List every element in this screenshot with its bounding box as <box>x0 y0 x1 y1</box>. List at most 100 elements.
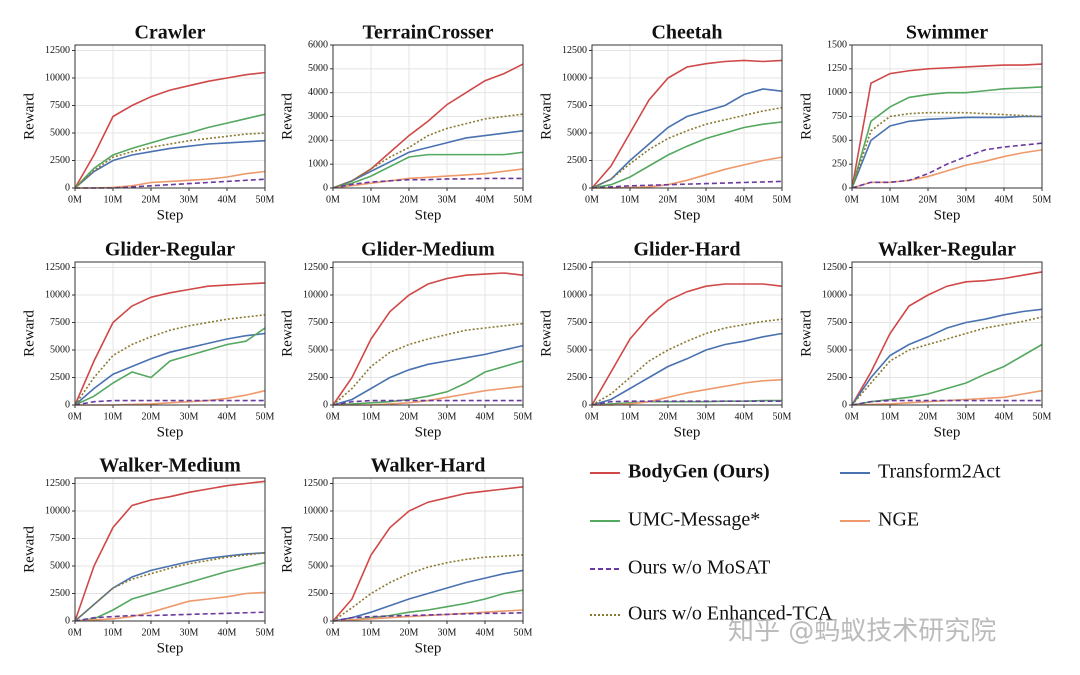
watermark: 知乎 @蚂蚁技术研究院 <box>728 617 996 647</box>
x-tick-label: 40M <box>995 194 1014 205</box>
y-axis-label: Reward <box>538 93 554 140</box>
y-tick-label: 12500 <box>562 262 587 273</box>
x-tick-label: 0M <box>68 411 82 422</box>
x-axis-label: Step <box>674 207 701 223</box>
y-tick-label: 0 <box>65 182 70 193</box>
y-tick-label: 12500 <box>303 478 328 489</box>
y-tick-label: 1000 <box>827 87 847 98</box>
y-tick-label: 10000 <box>303 289 328 300</box>
y-tick-label: 12500 <box>822 262 847 273</box>
y-tick-label: 12500 <box>45 45 70 56</box>
x-tick-label: 10M <box>104 411 123 422</box>
series-line <box>851 111 1043 189</box>
legend-label: NGE <box>878 509 919 531</box>
series-line <box>591 59 783 189</box>
series-line <box>851 63 1043 189</box>
chart-title: TerrainCrosser <box>362 22 493 44</box>
series-line <box>851 389 1043 406</box>
y-tick-label: 5000 <box>567 127 587 138</box>
y-tick-label: 3000 <box>308 111 328 122</box>
series-line <box>332 63 524 189</box>
series-line <box>591 180 783 189</box>
x-tick-label: 50M <box>1033 194 1052 205</box>
y-tick-label: 2500 <box>567 155 587 166</box>
x-tick-label: 0M <box>585 194 599 205</box>
y-tick-label: 6000 <box>308 39 328 50</box>
y-axis-label: Reward <box>21 93 37 140</box>
y-tick-label: 250 <box>832 158 847 169</box>
chart-title: Walker-Hard <box>371 455 486 477</box>
series-line <box>332 486 524 622</box>
series-line <box>332 177 523 189</box>
x-tick-label: 10M <box>104 627 123 638</box>
legend-label: Ours w/o MoSAT <box>628 557 770 579</box>
series-line <box>332 609 524 622</box>
series-line <box>74 139 266 189</box>
y-tick-label: 5000 <box>308 63 328 74</box>
x-axis-label: Step <box>157 640 184 656</box>
series-line <box>332 151 524 189</box>
y-tick-label: 7500 <box>50 317 70 328</box>
y-tick-label: 0 <box>323 182 328 193</box>
x-tick-label: 50M <box>773 194 792 205</box>
chart-title: Walker-Medium <box>99 455 241 477</box>
y-tick-label: 12500 <box>45 262 70 273</box>
x-tick-label: 50M <box>256 194 275 205</box>
series-line <box>75 178 266 189</box>
series-line <box>851 308 1043 406</box>
x-tick-label: 10M <box>621 194 640 205</box>
y-tick-label: 750 <box>832 111 847 122</box>
y-tick-label: 12500 <box>303 262 328 273</box>
x-tick-label: 0M <box>326 627 340 638</box>
x-tick-label: 30M <box>697 411 716 422</box>
series-line <box>74 132 266 189</box>
y-tick-label: 500 <box>832 135 847 146</box>
x-tick-label: 30M <box>180 194 199 205</box>
series-line <box>591 88 783 189</box>
x-tick-label: 50M <box>773 411 792 422</box>
chart-title: Glider-Regular <box>105 239 235 261</box>
x-tick-label: 10M <box>621 411 640 422</box>
x-tick-label: 50M <box>514 627 533 638</box>
x-axis-label: Step <box>157 424 184 440</box>
plot-frame <box>591 261 783 406</box>
y-tick-label: 2500 <box>50 372 70 383</box>
x-tick-label: 50M <box>1033 411 1052 422</box>
y-tick-label: 5000 <box>308 560 328 571</box>
y-tick-label: 1000 <box>308 158 328 169</box>
x-tick-label: 30M <box>438 194 457 205</box>
y-tick-label: 0 <box>582 182 587 193</box>
y-tick-label: 10000 <box>45 72 70 83</box>
chart-title: Cheetah <box>651 22 722 44</box>
x-tick-label: 0M <box>845 411 859 422</box>
series-line <box>332 168 524 189</box>
x-axis-label: Step <box>157 207 184 223</box>
x-axis-label: Step <box>934 207 961 223</box>
y-tick-label: 10000 <box>822 289 847 300</box>
series-line <box>591 399 782 406</box>
series-line <box>74 561 266 622</box>
series-line <box>74 480 266 622</box>
x-tick-label: 10M <box>881 194 900 205</box>
y-tick-label: 0 <box>842 399 847 410</box>
x-tick-label: 50M <box>514 194 533 205</box>
y-tick-label: 12500 <box>45 478 70 489</box>
y-tick-label: 0 <box>65 399 70 410</box>
y-tick-label: 2500 <box>567 372 587 383</box>
x-tick-label: 30M <box>438 411 457 422</box>
y-axis-label: Reward <box>538 310 554 357</box>
x-tick-label: 20M <box>659 411 678 422</box>
y-tick-label: 7500 <box>308 533 328 544</box>
y-tick-label: 4000 <box>308 87 328 98</box>
series-line <box>851 115 1042 189</box>
y-axis-label: Reward <box>798 93 814 140</box>
x-tick-label: 20M <box>142 194 161 205</box>
series-line <box>851 149 1043 189</box>
x-tick-label: 10M <box>362 627 381 638</box>
y-tick-label: 10000 <box>562 72 587 83</box>
y-tick-label: 5000 <box>567 344 587 355</box>
x-tick-label: 40M <box>476 194 495 205</box>
x-tick-label: 10M <box>362 411 381 422</box>
x-tick-label: 0M <box>68 194 82 205</box>
x-tick-label: 40M <box>476 411 495 422</box>
